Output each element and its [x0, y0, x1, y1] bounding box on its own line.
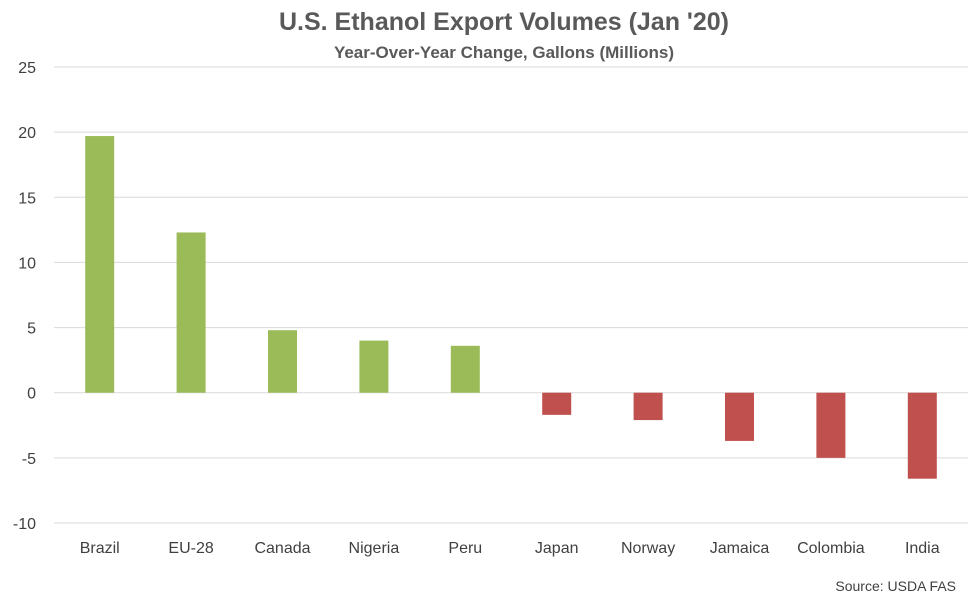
y-tick-label: 10	[18, 255, 36, 272]
chart-title: U.S. Ethanol Export Volumes (Jan '20)	[279, 8, 729, 36]
x-tick-label: Japan	[535, 540, 579, 557]
y-tick-label: 25	[18, 60, 36, 77]
x-tick-label: Colombia	[797, 540, 865, 557]
y-tick-label: -5	[22, 451, 36, 468]
x-tick-label: Jamaica	[710, 540, 770, 557]
y-tick-label: 20	[18, 125, 36, 142]
bar-eu-28	[176, 232, 206, 393]
x-tick-label: Brazil	[80, 540, 120, 557]
x-tick-label: Nigeria	[349, 540, 400, 557]
bar-norway	[633, 392, 663, 421]
bar-canada	[268, 330, 297, 393]
bar-colombia	[816, 392, 846, 458]
x-tick-label: India	[905, 540, 940, 557]
bars	[85, 136, 937, 479]
y-axis-ticks: 25 20 15 10 5 0 -5 -10	[13, 60, 36, 533]
x-axis-labels: Brazil EU-28 Canada Nigeria Peru Japan Norway J…	[80, 540, 940, 557]
x-tick-label: EU-28	[168, 540, 213, 557]
chart-subtitle: Year-Over-Year Change, Gallons (Millions…	[334, 43, 674, 62]
x-tick-label: Peru	[448, 540, 482, 557]
x-tick-label: Norway	[621, 540, 675, 557]
bar-japan	[542, 392, 572, 415]
source-note: Source: USDA FAS	[835, 578, 956, 594]
bar-nigeria	[359, 340, 389, 393]
bar-jamaica	[725, 392, 754, 441]
bar-brazil	[85, 136, 115, 393]
gridlines	[54, 66, 968, 524]
y-tick-label: 15	[18, 190, 36, 207]
bar-peru	[450, 345, 480, 393]
y-tick-label: -10	[13, 516, 36, 533]
bar-india	[907, 392, 937, 479]
y-tick-label: 5	[27, 321, 36, 338]
y-tick-label: 0	[27, 386, 36, 403]
x-tick-label: Canada	[254, 540, 310, 557]
